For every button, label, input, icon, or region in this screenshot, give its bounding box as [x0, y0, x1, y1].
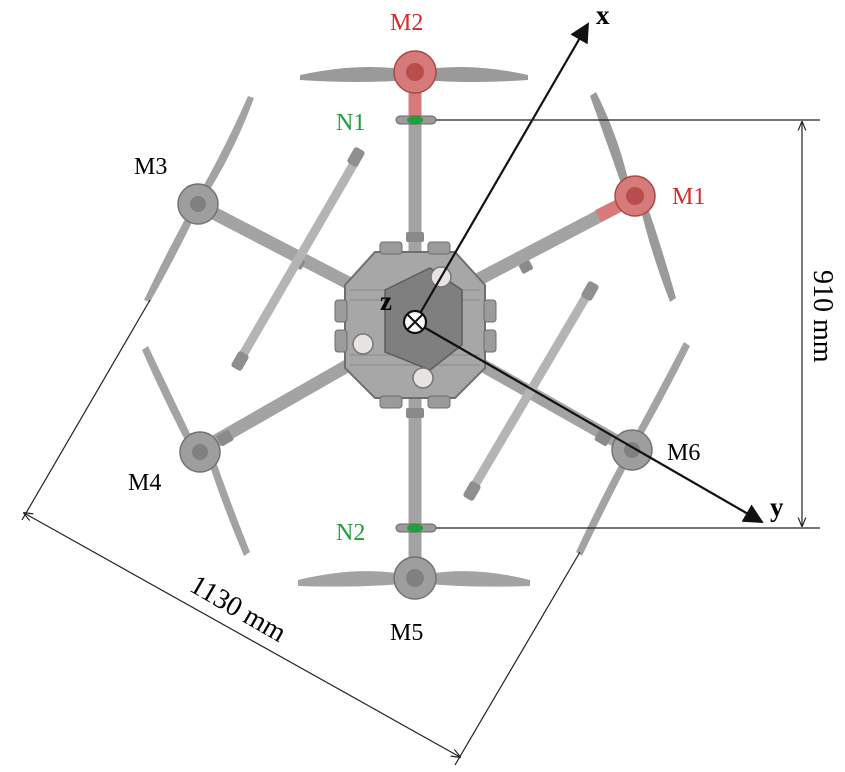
- motor-m3: [144, 96, 254, 302]
- axis-label-y: y: [770, 492, 784, 522]
- x-axis-arrow: [414, 22, 589, 323]
- motor-label-m2: M2: [390, 10, 423, 36]
- motor-label-m4: M4: [128, 470, 161, 496]
- node-label-n2: N2: [336, 520, 365, 546]
- y-axis-arrow: [414, 321, 764, 523]
- leg-feet: [231, 147, 599, 501]
- node-marker-n2: [395, 523, 437, 533]
- dimension-height: [436, 119, 820, 529]
- dimension-label-span: 1130 mm: [185, 569, 292, 649]
- motor-m1: [590, 92, 676, 302]
- dimension-label-height: 910 mm: [807, 270, 838, 363]
- motor-label-m5: M5: [390, 620, 423, 646]
- motor-m5: [298, 556, 530, 600]
- dimension-span: [21, 299, 581, 766]
- motor-label-m6: M6: [667, 440, 700, 466]
- z-axis-symbol: [402, 309, 428, 335]
- axis-label-z: z: [380, 286, 392, 316]
- node-label-n1: N1: [336, 110, 365, 136]
- leg-left: [235, 155, 361, 365]
- motor-label-m3: M3: [134, 154, 167, 180]
- motor-label-m1: M1: [672, 184, 705, 210]
- motor-m6: [576, 342, 690, 556]
- node-marker-n1: [395, 115, 437, 125]
- motor-m4: [142, 346, 250, 556]
- motor-m2: [300, 50, 528, 94]
- axis-label-x: x: [596, 0, 610, 30]
- coordinate-axes: [414, 22, 764, 523]
